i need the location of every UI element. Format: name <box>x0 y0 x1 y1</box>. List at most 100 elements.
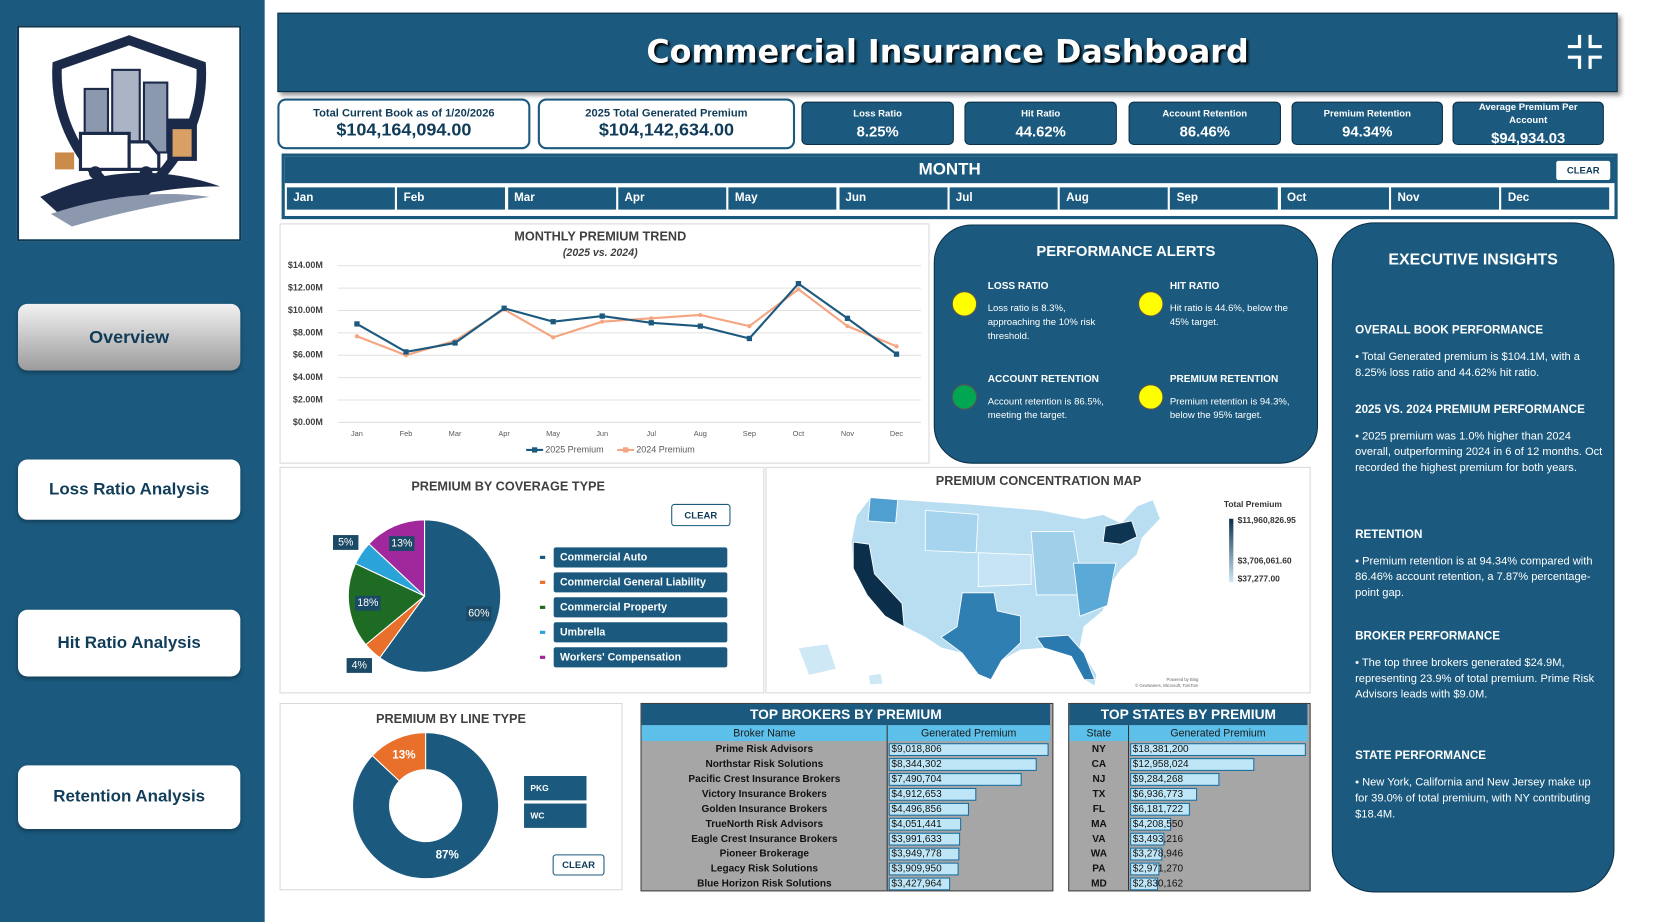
column-header: State <box>1087 727 1112 739</box>
month-button[interactable]: Feb <box>397 187 506 210</box>
month-button[interactable]: Jul <box>949 187 1058 210</box>
point-marker <box>894 344 899 349</box>
y-tick-label: $8.00M <box>293 327 323 337</box>
insights-panel: EXECUTIVE INSIGHTS OVERALL BOOK PERFORMAN… <box>1331 222 1615 893</box>
header-band <box>641 725 1051 742</box>
month-button[interactable]: Jan <box>286 187 395 210</box>
nav-button[interactable]: Hit Ratio Analysis <box>17 609 241 677</box>
chart-title: PREMIUM BY COVERAGE TYPE <box>411 479 605 493</box>
nav-button[interactable]: Loss Ratio Analysis <box>17 459 241 520</box>
x-tick-label: Jun <box>596 429 608 438</box>
chart-title: MONTHLY PREMIUM TREND <box>514 230 686 244</box>
legend-label: Commercial Auto <box>560 552 648 564</box>
alert-title: LOSS RATIO <box>987 280 1049 293</box>
point-marker <box>551 335 556 340</box>
insight-heading: STATE PERFORMANCE <box>1355 749 1487 763</box>
status-dot <box>951 291 978 317</box>
logo <box>16 25 242 242</box>
column-header: Broker Name <box>733 727 795 739</box>
chart-svg: PREMIUM CONCENTRATION MAP Total Premium $1… <box>797 474 1296 688</box>
value-label: $12,958,024 <box>1133 759 1189 770</box>
title-band <box>1069 704 1308 726</box>
month-button[interactable]: Jun <box>838 187 947 210</box>
month-button[interactable]: Sep <box>1170 187 1279 210</box>
chart-title: PREMIUM BY LINE TYPE <box>376 712 526 726</box>
value-label: $3,909,950 <box>891 864 942 875</box>
legend-title: Total Premium <box>1224 499 1282 509</box>
nav-button[interactable]: Overview <box>17 303 241 371</box>
legend-box[interactable] <box>553 547 728 568</box>
value-label: $2,830,162 <box>1133 879 1184 890</box>
status-dot <box>951 384 978 410</box>
point-marker <box>648 320 654 326</box>
map-credit: © GeoNames, Microsoft, TomTom <box>1135 683 1199 688</box>
month-button[interactable]: Apr <box>618 187 727 210</box>
point-marker <box>747 324 752 329</box>
logo-graphic <box>40 35 221 227</box>
data-bar <box>1130 847 1163 861</box>
row-label: TX <box>1092 789 1105 800</box>
row-label: PA <box>1092 864 1105 875</box>
column-header: Generated Premium <box>1170 727 1265 739</box>
value-label: $6,936,773 <box>1133 789 1184 800</box>
column-header: Generated Premium <box>921 727 1016 739</box>
kpi-card: Hit Ratio 44.62% <box>964 101 1117 146</box>
x-tick-label: Oct <box>793 429 805 438</box>
legend-marker <box>531 447 538 453</box>
nav-button[interactable]: Retention Analysis <box>17 765 241 829</box>
chart-svg: MONTHLY PREMIUM TREND (2025 vs. 2024) $0.0… <box>288 230 922 454</box>
month-button[interactable]: Dec <box>1501 187 1610 210</box>
legend-box[interactable] <box>524 803 587 828</box>
value-label: $4,051,441 <box>891 819 942 830</box>
broker-table: TOP BROKERS BY PREMIUM Broker Name Generat… <box>640 702 1054 892</box>
legend-box[interactable] <box>553 572 728 593</box>
state-region <box>1073 562 1117 617</box>
month-button[interactable]: Mar <box>507 187 616 210</box>
row-label: WA <box>1091 849 1107 860</box>
kpi-label: Total Current Book as of 1/20/2026 <box>313 106 495 120</box>
month-button[interactable]: Aug <box>1059 187 1168 210</box>
month-button[interactable]: Oct <box>1280 187 1389 210</box>
row-label: Northstar Risk Solutions <box>705 759 823 770</box>
data-label: 5% <box>338 536 354 548</box>
insight-text: • 2025 premium was 1.0% higher than 2024… <box>1355 429 1603 475</box>
legend-label: Commercial General Liability <box>560 577 706 589</box>
pie-slice <box>378 519 502 673</box>
label-box <box>355 595 381 611</box>
pie-chart-panel: PREMIUM BY COVERAGE TYPE 60% 4% 18% 5% 13% Com… <box>279 466 765 694</box>
y-tick-label: $6.00M <box>293 350 323 360</box>
data-label: 13% <box>391 537 413 549</box>
kpi-value: 8.25% <box>856 122 899 140</box>
point-marker <box>893 351 900 357</box>
month-button[interactable]: Nov <box>1391 187 1500 210</box>
value-label: $3,949,778 <box>891 849 942 860</box>
alert-title: PREMIUM RETENTION <box>1169 373 1279 386</box>
legend-label: Workers' Compensation <box>560 652 681 664</box>
row-label: CA <box>1092 759 1107 770</box>
value-label: $7,490,704 <box>891 774 942 785</box>
clear-button[interactable]: CLEAR <box>1555 159 1612 182</box>
row-label: VA <box>1092 834 1105 845</box>
map-panel: PREMIUM CONCENTRATION MAP Total Premium $1… <box>765 466 1311 694</box>
point-marker <box>403 349 409 355</box>
map-title: PREMIUM CONCENTRATION MAP <box>936 474 1142 488</box>
row-label: Golden Insurance Brokers <box>702 804 828 815</box>
data-bar <box>888 758 1037 771</box>
data-bar <box>888 787 977 801</box>
row-label: FL <box>1093 804 1105 815</box>
legend-box[interactable] <box>553 647 728 668</box>
month-button[interactable]: May <box>728 187 837 210</box>
clear-button[interactable]: CLEAR <box>552 854 605 876</box>
kpi-value: 94.34% <box>1342 122 1393 140</box>
clear-button[interactable]: CLEAR <box>671 503 731 527</box>
x-tick-label: Nov <box>841 429 854 438</box>
collapse-icon[interactable] <box>1566 33 1604 71</box>
data-bar <box>1130 832 1165 846</box>
legend-box[interactable] <box>553 597 728 618</box>
x-tick-label: Sep <box>743 429 756 438</box>
table-title: TOP BROKERS BY PREMIUM <box>750 707 942 722</box>
legend-box[interactable] <box>524 776 587 801</box>
legend-swatch <box>539 580 546 584</box>
legend-box[interactable] <box>553 622 728 643</box>
